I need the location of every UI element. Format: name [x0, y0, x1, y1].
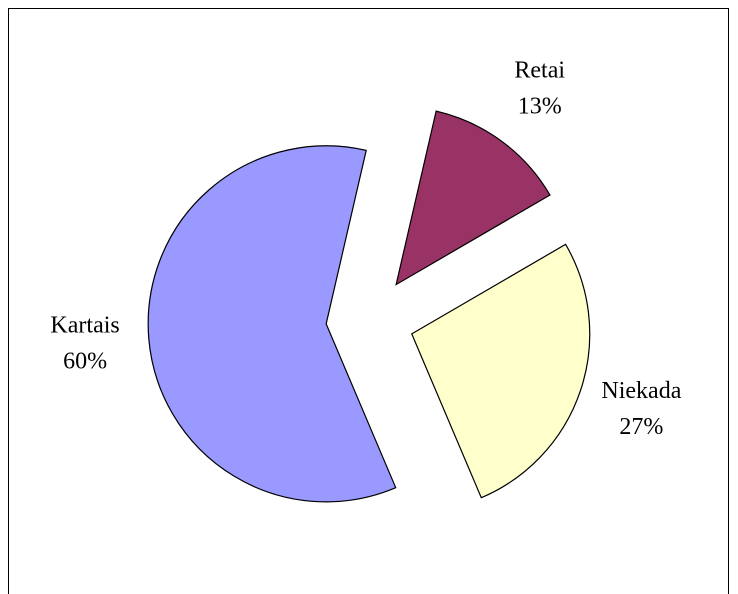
slice-label: Kartais	[50, 312, 119, 338]
slice-label: Retai	[514, 57, 565, 83]
pie-slice	[147, 145, 397, 503]
chart-frame	[8, 8, 729, 594]
slice-value-label: 13%	[518, 93, 562, 119]
pie-slice	[410, 243, 591, 499]
slice-label: Niekada	[601, 378, 681, 404]
slice-value-label: 60%	[63, 348, 107, 374]
slice-value-label: 27%	[619, 414, 663, 440]
pie-slice	[395, 110, 551, 286]
